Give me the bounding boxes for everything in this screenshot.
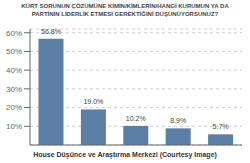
svg-text:5.7%: 5.7% <box>213 123 229 130</box>
svg-text:10.2%: 10.2% <box>126 115 146 122</box>
svg-text:8.9%: 8.9% <box>170 117 186 124</box>
svg-text:60%: 60% <box>8 29 22 38</box>
svg-text:30%: 30% <box>8 85 22 94</box>
html-text:KÜRT SORUNUN ÇÖZÜMÜNE KİMİN/Kİ: KÜRT SORUNUN ÇÖZÜMÜNE KİMİN/KİMLERİN/HAN… <box>21 3 229 9</box>
html-text:PARTİNİN LİDERLİK ETMESİ GEREK: PARTİNİN LİDERLİK ETMESİ GEREKTİĞİNİ DÜŞ… <box>31 11 219 17</box>
svg-text:56.8%: 56.8% <box>41 28 61 35</box>
svg-text:10%: 10% <box>8 122 22 131</box>
svg-text:40%: 40% <box>8 66 22 75</box>
svg-text:19.0%: 19.0% <box>83 98 103 105</box>
html-text:House Düşünce ve Araştırma Mer: House Düşünce ve Araştırma Merkezi (Cour… <box>33 151 217 158</box>
svg-text:50%: 50% <box>8 47 22 56</box>
svg-text:20%: 20% <box>8 103 22 112</box>
